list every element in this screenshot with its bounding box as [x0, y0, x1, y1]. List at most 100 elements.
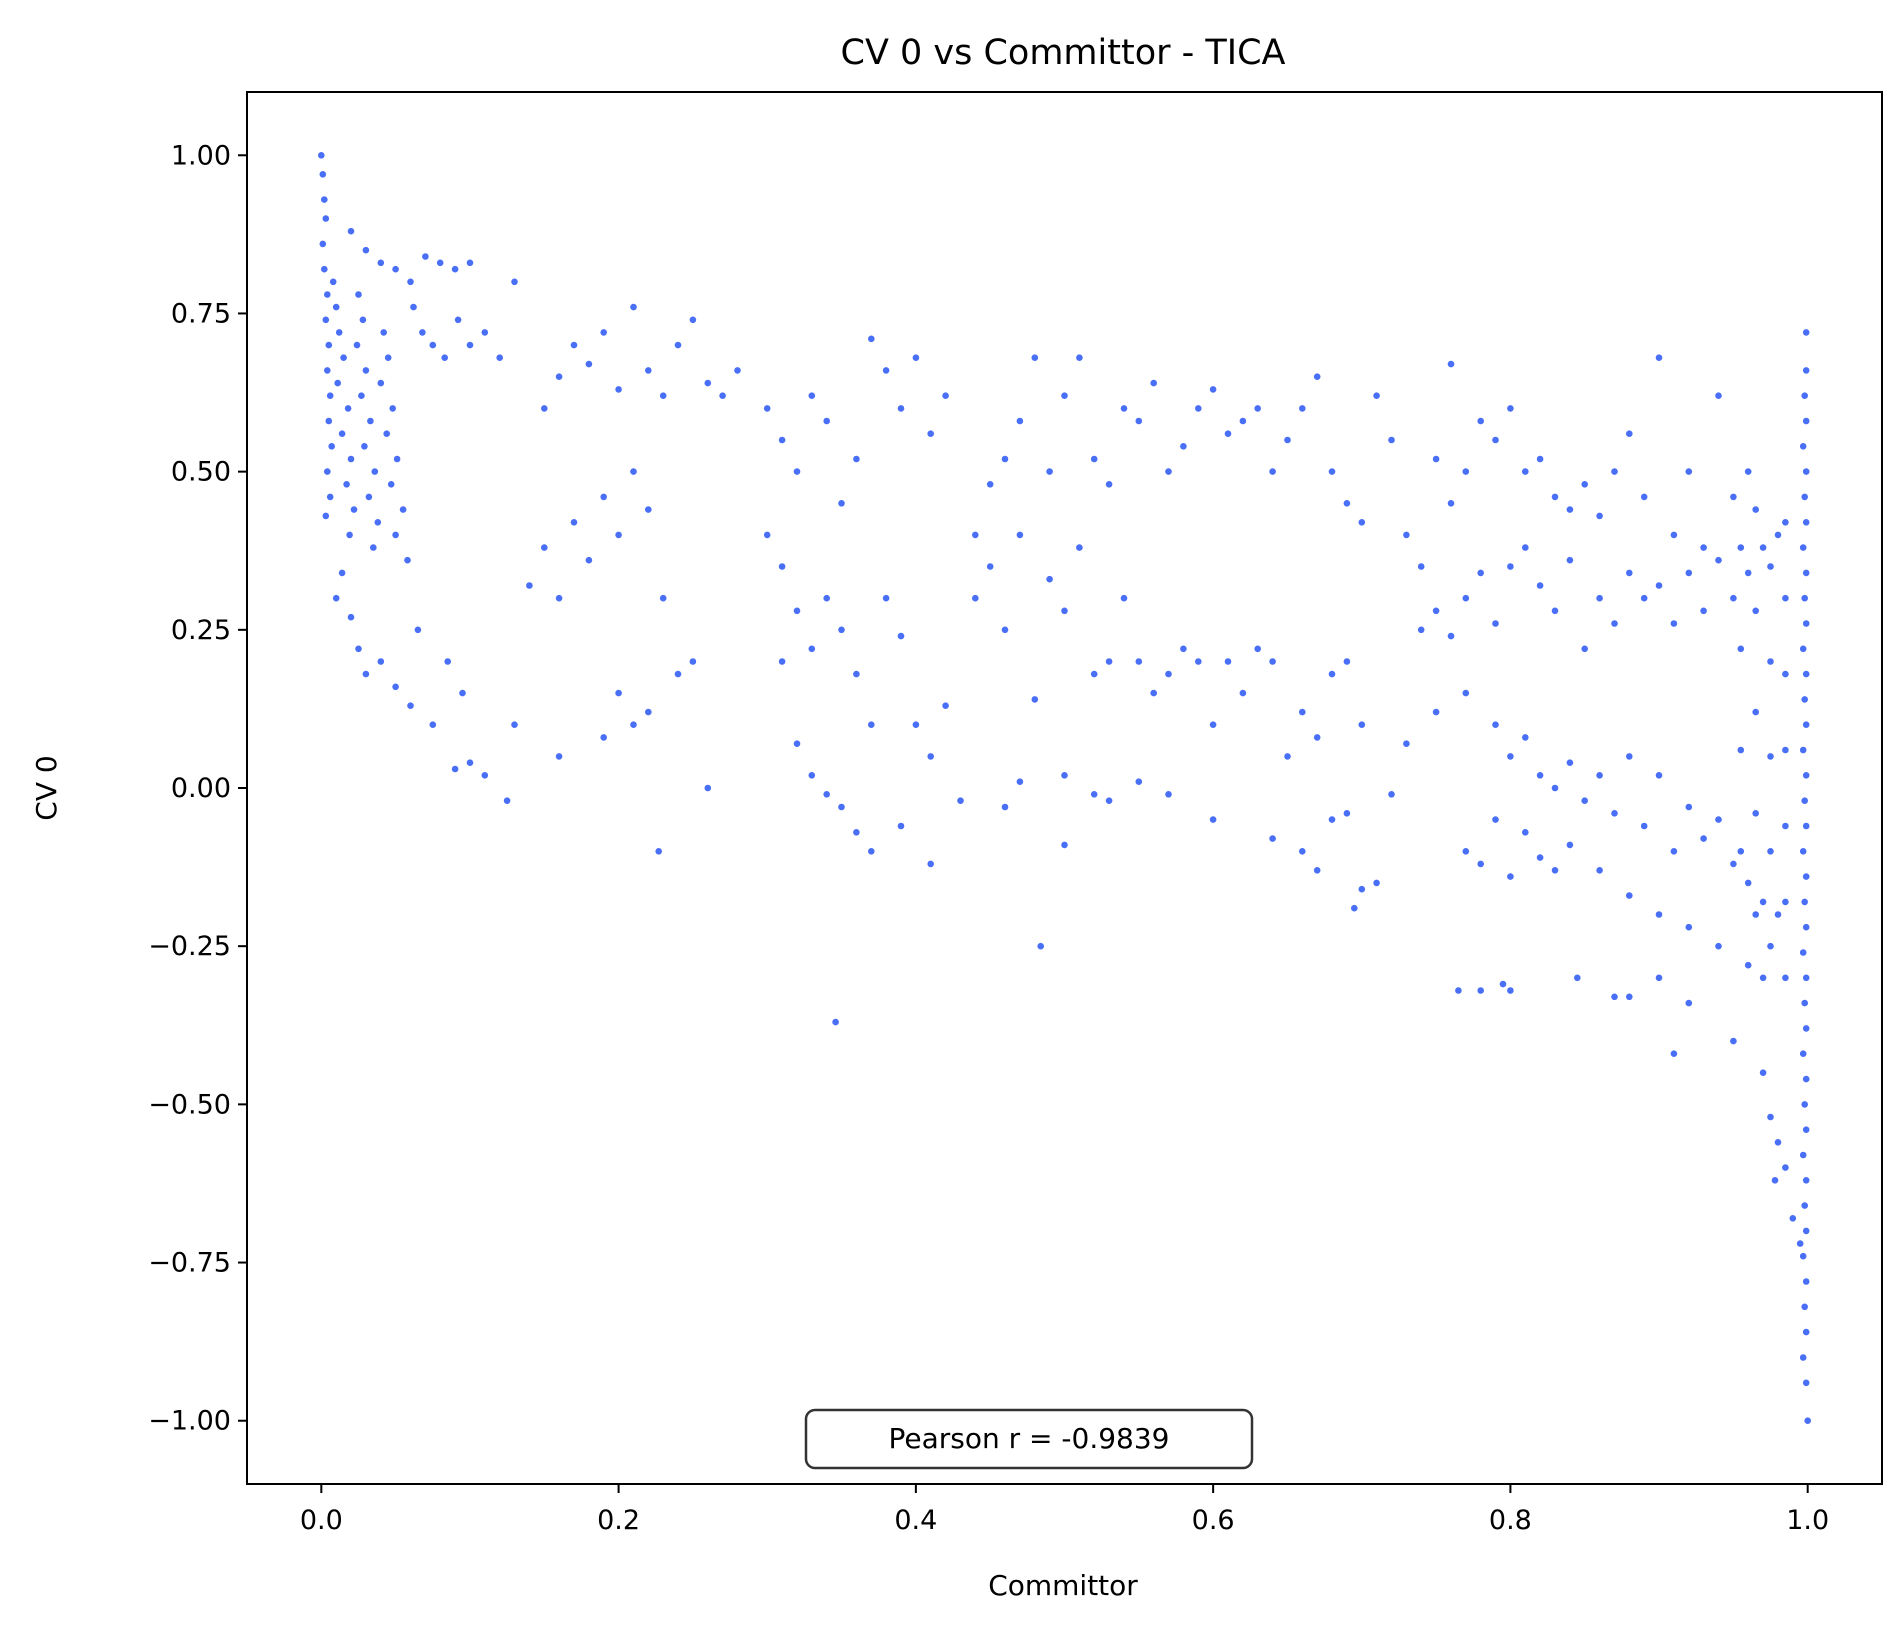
scatter-point: [1462, 689, 1470, 697]
scatter-point: [319, 171, 327, 178]
scatter-point: [1655, 582, 1663, 589]
scatter-point: [853, 670, 860, 678]
scatter-point: [380, 329, 388, 336]
scatter-point: [1313, 734, 1321, 741]
scatter-point: [1551, 784, 1559, 792]
scatter-point: [1801, 392, 1808, 400]
scatter-point: [1752, 506, 1759, 513]
scatter-point: [404, 556, 411, 564]
scatter-point: [1670, 531, 1678, 539]
scatter-point: [1581, 645, 1588, 653]
scatter-point: [1507, 405, 1514, 412]
scatter-point: [1358, 721, 1366, 728]
scatter-point: [1180, 443, 1187, 450]
scatter-point: [1016, 778, 1024, 785]
scatter-point: [1611, 810, 1618, 817]
scatter-point: [324, 468, 331, 475]
scatter-point: [793, 468, 801, 475]
scatter-point: [972, 531, 979, 539]
scatter-point: [1767, 563, 1774, 570]
scatter-point: [347, 227, 355, 235]
scatter-point: [1001, 626, 1009, 634]
scatter-point: [1492, 436, 1499, 444]
scatter-point: [1685, 999, 1693, 1007]
scatter-point: [454, 316, 462, 324]
scatter-point: [1782, 898, 1789, 906]
scatter-point: [1715, 816, 1722, 823]
scatter-point: [1640, 594, 1648, 602]
scatter-point: [1640, 822, 1648, 830]
scatter-point: [1801, 1303, 1808, 1311]
scatter-point: [912, 721, 920, 728]
scatter-point: [1566, 841, 1574, 849]
scatter-point: [1536, 772, 1544, 779]
scatter-point: [1767, 942, 1774, 950]
scatter-point: [1737, 645, 1745, 653]
y-tick-label: 0.75: [171, 298, 231, 329]
scatter-point: [1536, 455, 1544, 463]
scatter-point: [1596, 867, 1603, 874]
y-tick-label: 0.00: [171, 773, 231, 804]
scatter-point: [1670, 1050, 1678, 1057]
scatter-point: [1759, 1069, 1767, 1076]
scatter-point: [1135, 778, 1143, 785]
scatter-point: [1120, 405, 1128, 412]
scatter-point: [1611, 620, 1618, 627]
scatter-point: [808, 392, 816, 400]
scatter-point: [1802, 1328, 1810, 1336]
scatter-point: [823, 594, 830, 602]
scatter-point: [793, 740, 801, 747]
scatter-point: [1016, 417, 1024, 425]
scatter-point: [1759, 898, 1767, 906]
scatter-point: [324, 367, 331, 374]
x-tick-label: 0.0: [300, 1505, 343, 1536]
chart-title: CV 0 vs Committor - TICA: [841, 33, 1286, 73]
scatter-point: [1209, 721, 1217, 728]
scatter-point: [1105, 658, 1113, 665]
scatter-point: [1799, 1354, 1807, 1361]
scatter-point: [1239, 417, 1247, 425]
scatter-point: [429, 721, 437, 728]
scatter-point: [1782, 519, 1789, 526]
scatter-point: [1522, 468, 1529, 475]
scatter-point: [347, 455, 355, 463]
scatter-point: [1782, 746, 1789, 754]
scatter-point: [1802, 569, 1810, 577]
scatter-point: [1802, 367, 1810, 374]
scatter-point: [1566, 506, 1574, 513]
scatter-point: [615, 689, 622, 697]
scatter-point: [1737, 746, 1745, 754]
scatter-point: [1477, 987, 1484, 994]
scatter-point: [1802, 822, 1810, 830]
scatter-point: [419, 329, 426, 336]
scatter-point: [972, 594, 979, 602]
scatter-point: [1802, 1025, 1810, 1032]
scatter-point: [1802, 974, 1810, 982]
scatter-point: [377, 379, 385, 387]
scatter-point: [1016, 531, 1024, 539]
scatter-point: [1462, 468, 1470, 475]
scatter-point: [1536, 582, 1544, 589]
scatter-point: [1076, 354, 1083, 362]
scatter-point: [1447, 360, 1455, 368]
scatter-point: [778, 563, 786, 570]
scatter-point: [1403, 740, 1410, 747]
scatter-point: [778, 436, 786, 444]
scatter-point: [334, 379, 342, 387]
scatter-point: [1046, 575, 1053, 583]
scatter-point: [410, 303, 417, 311]
scatter-point: [674, 670, 682, 678]
scatter-point: [1284, 436, 1291, 444]
scatter-point: [882, 594, 890, 602]
scatter-point: [362, 367, 370, 374]
scatter-point: [1037, 942, 1044, 950]
scatter-point: [1730, 1037, 1737, 1045]
scatter-point: [1752, 607, 1759, 615]
scatter-point: [808, 772, 816, 779]
scatter-point: [823, 791, 830, 798]
scatter-point: [1299, 708, 1306, 716]
scatter-point: [1685, 569, 1693, 577]
scatter-point: [392, 265, 399, 273]
scatter-point: [1802, 873, 1810, 880]
